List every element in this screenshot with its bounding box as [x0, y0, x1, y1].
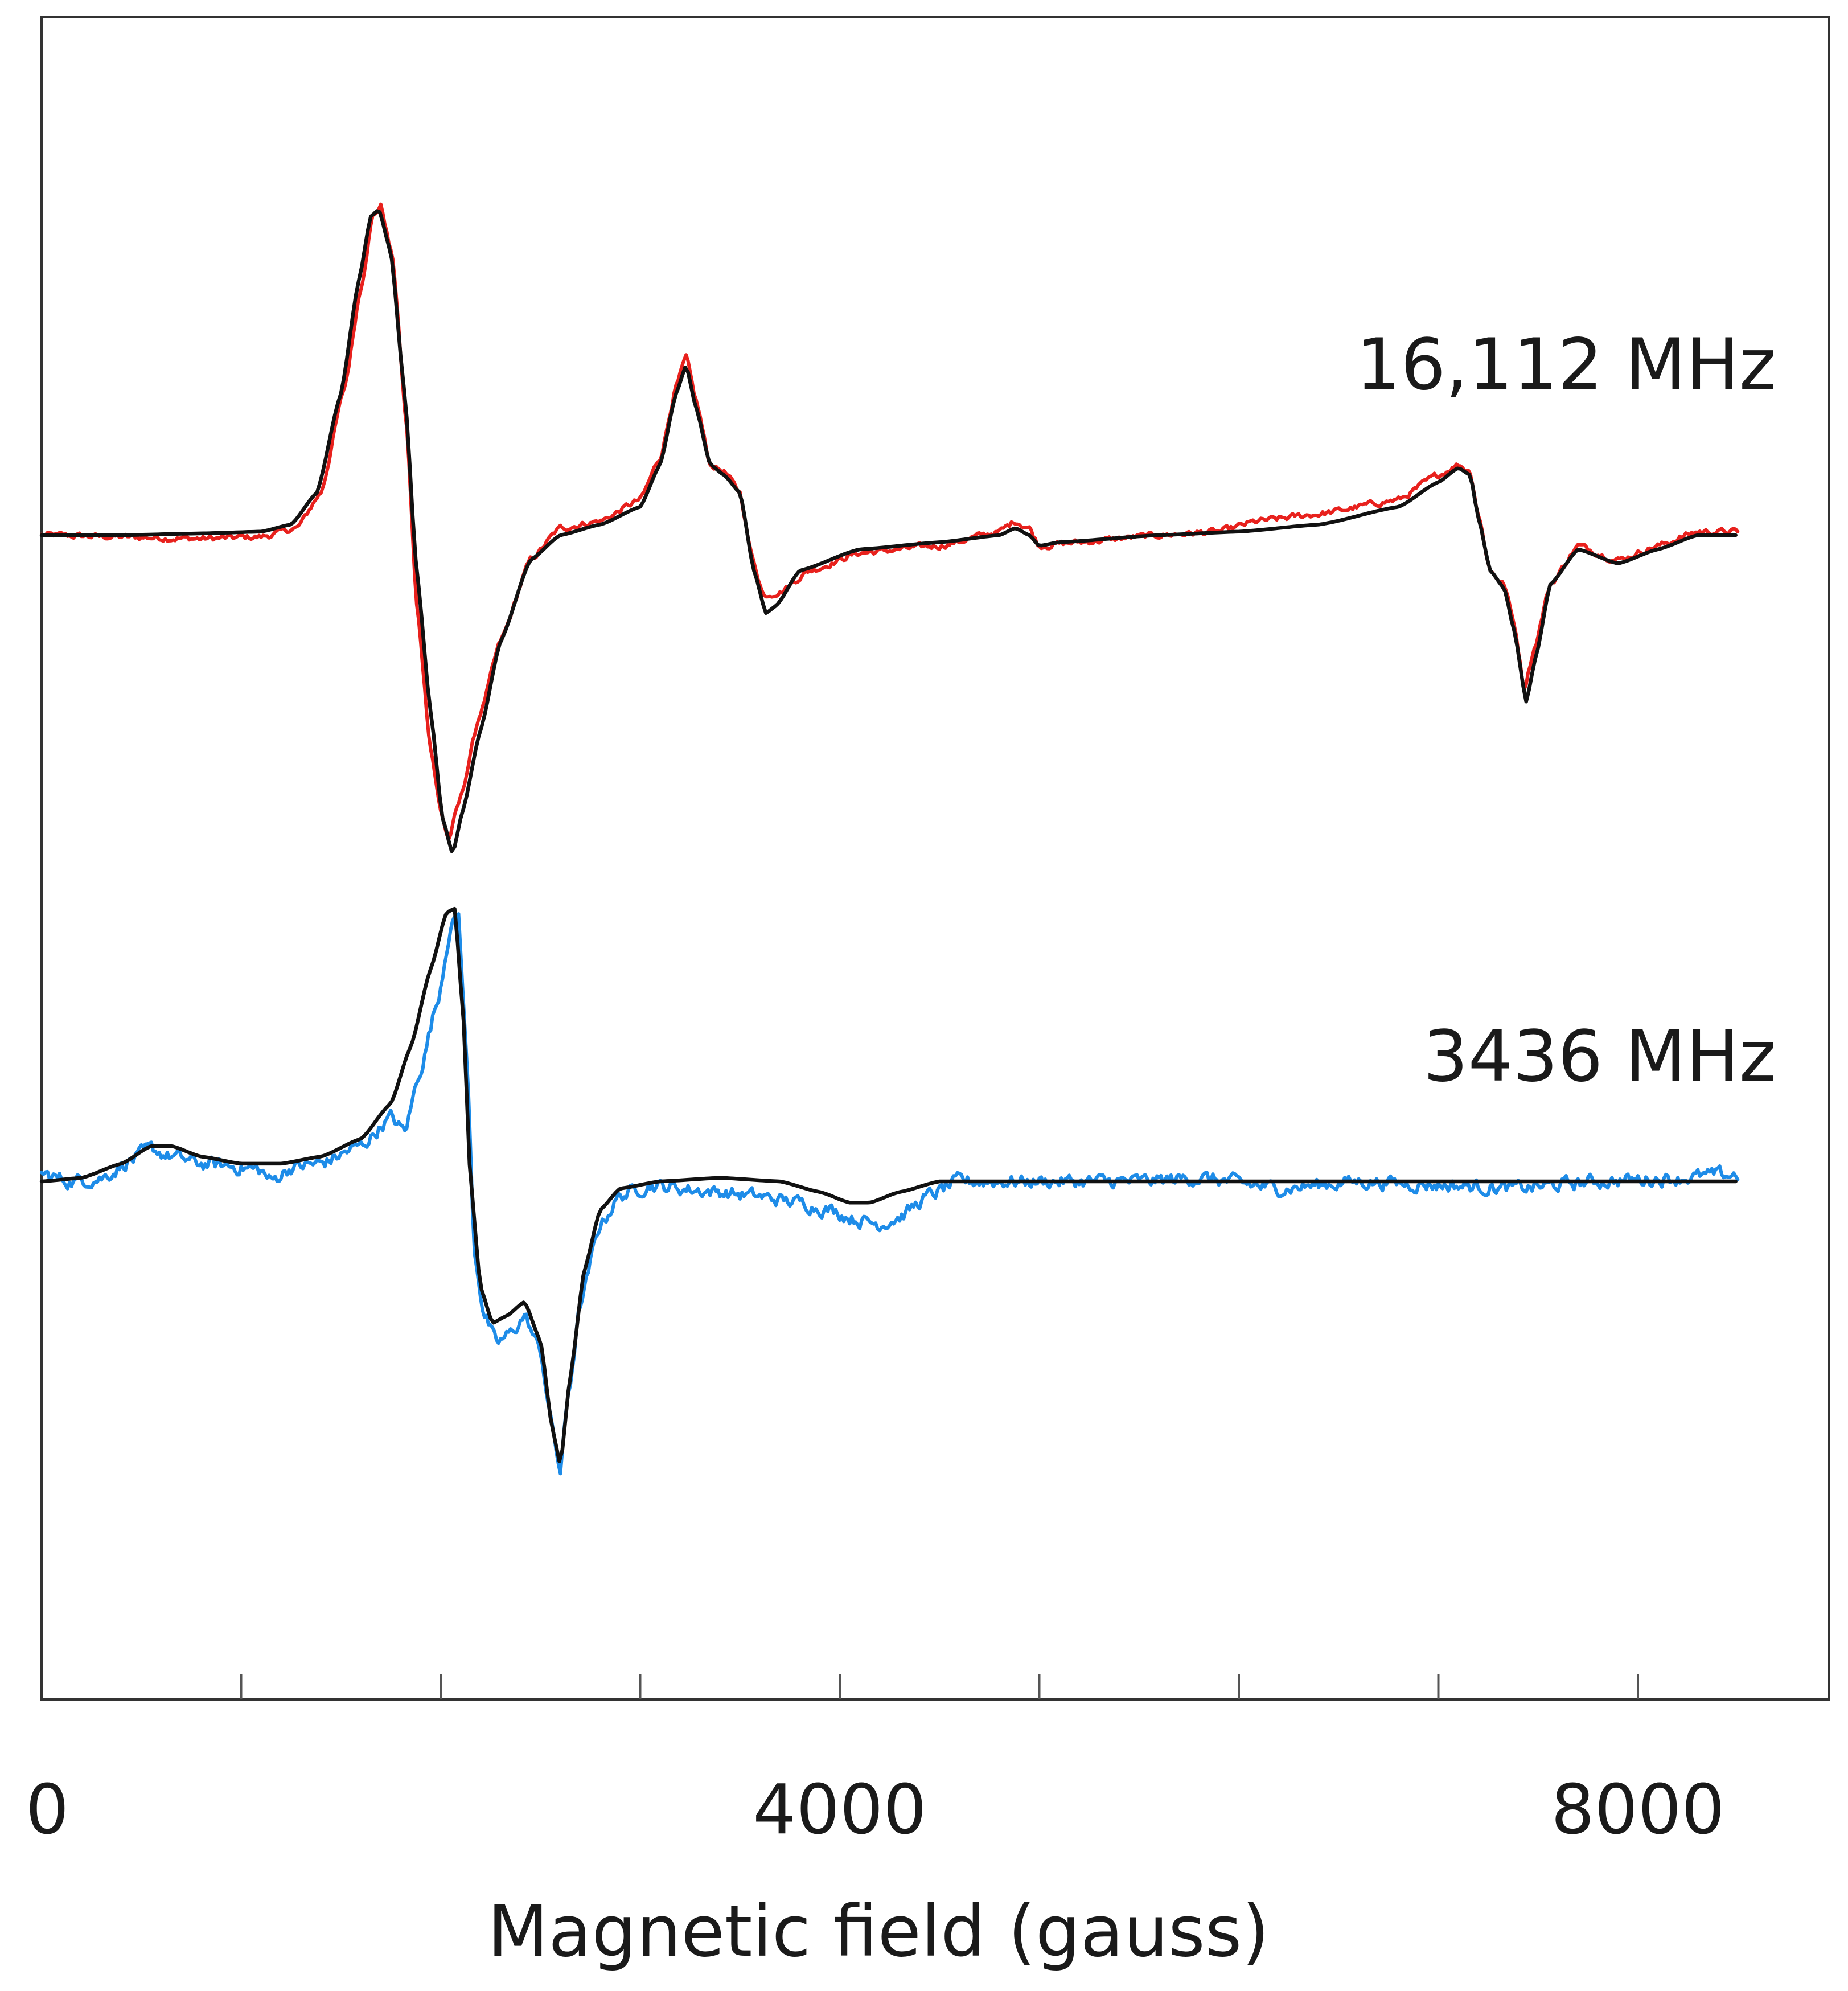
plot-frame — [40, 16, 1830, 1701]
spectrum-1-experimental-line — [40, 202, 1740, 841]
spectrum-2-experimental-line — [40, 912, 1740, 1476]
x-axis-ticks — [240, 1674, 1639, 1699]
x-tick-label-4000: 4000 — [753, 1771, 926, 1850]
x-tick-label-8000: 8000 — [1551, 1771, 1724, 1850]
spectrum-labels: 16,112 MHz 3436 MHz — [1356, 324, 1776, 1098]
spectrum-label-2: 3436 MHz — [1423, 1016, 1776, 1098]
spectra — [39, 202, 1740, 1476]
spectrum-2-simulation-line — [39, 906, 1738, 1463]
x-axis-label: Magnetic field (gauss) — [487, 1891, 1269, 1973]
spectrum-1-simulation-line — [39, 209, 1738, 853]
spectrum-label-1: 16,112 MHz — [1356, 324, 1776, 406]
x-tick-label-0: 0 — [26, 1771, 69, 1850]
x-axis-tick-labels: 0 4000 8000 — [26, 1771, 1725, 1850]
